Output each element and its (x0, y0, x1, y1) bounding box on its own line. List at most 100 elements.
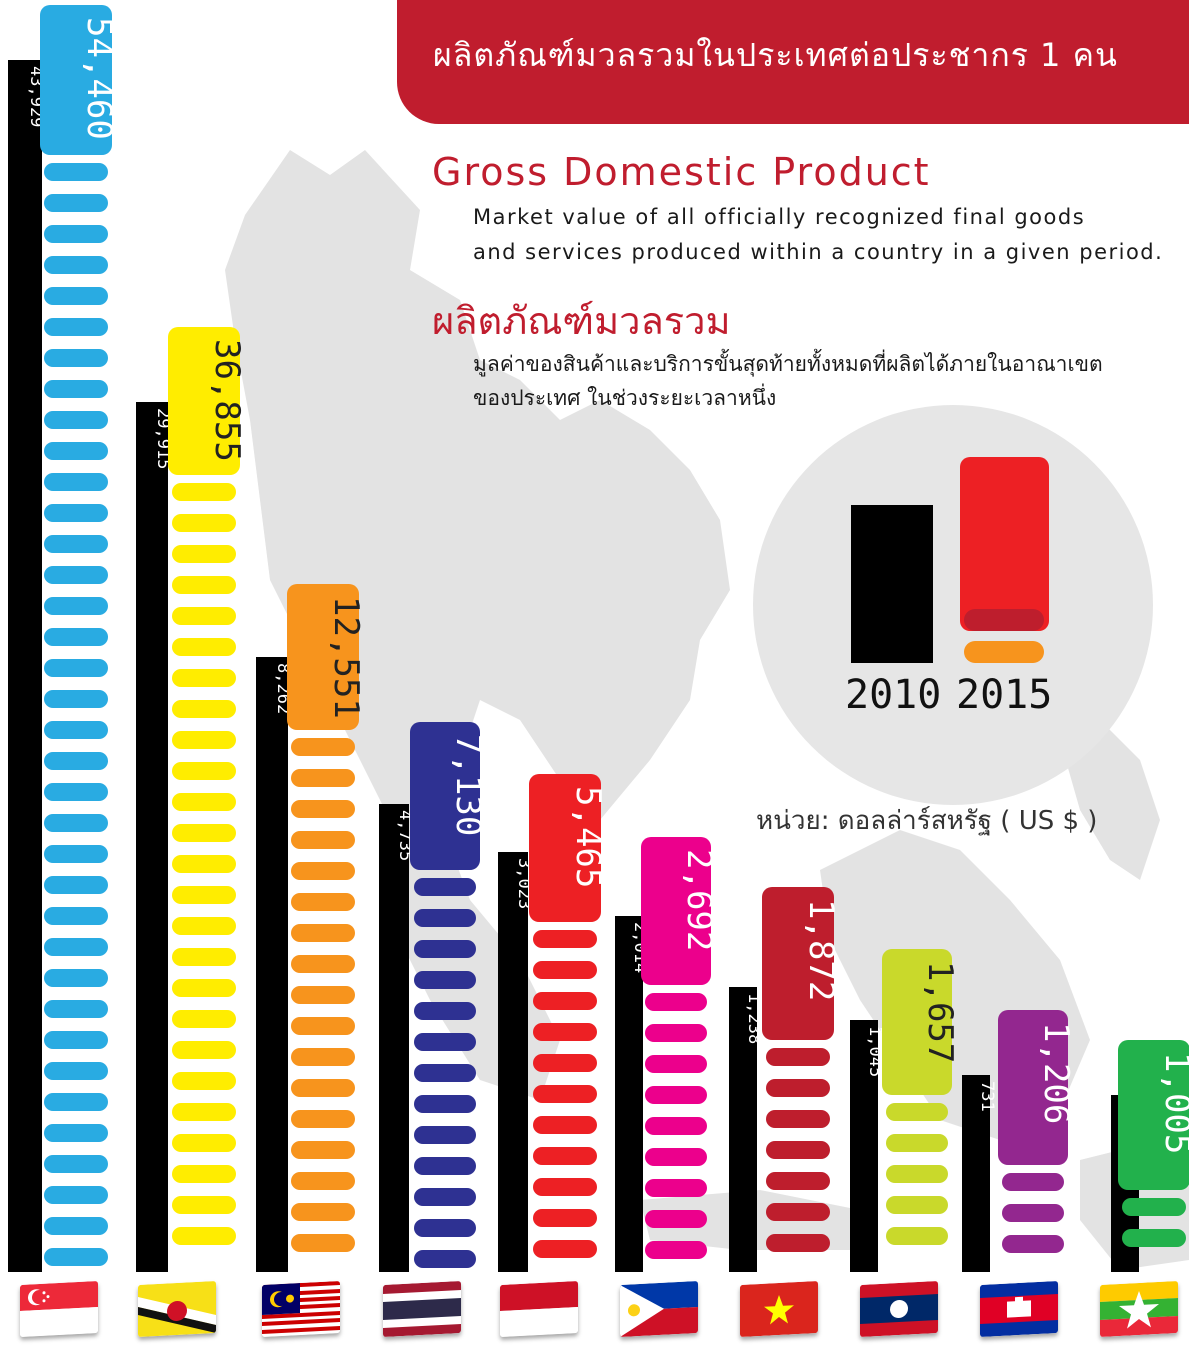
bar-2015-segment-philippines (645, 1241, 707, 1259)
bar-2015-segment-brunei (172, 545, 236, 563)
bar-2015-segment-cambodia (1002, 1173, 1064, 1191)
bar-2015-segment-singapore (44, 1124, 108, 1142)
bar-2015-segment-singapore (44, 783, 108, 801)
bar-2015-segment-singapore (44, 907, 108, 925)
bar-2015-segment-laos (886, 1103, 948, 1121)
bar-2015-segment-brunei (172, 483, 236, 501)
bar-2015-segment-brunei (172, 855, 236, 873)
bar-2010-thailand (379, 804, 409, 1272)
bar-2015-segment-singapore (44, 473, 108, 491)
bar-2015-segment-singapore (44, 1000, 108, 1018)
gdp-description-en-line1: Market value of all officially recognize… (473, 205, 1086, 229)
bar-2015-cap-vietnam (762, 887, 834, 1040)
bar-2015-segment-indonesia (533, 1209, 597, 1227)
bar-2015-segment-indonesia (533, 961, 597, 979)
myanmar-flag (1100, 1280, 1178, 1338)
bar-2015-segment-thailand (414, 1157, 476, 1175)
bar-2015-segment-vietnam (766, 1110, 830, 1128)
bar-2015-segment-singapore (44, 318, 108, 336)
label-2010-vietnam: 1,238 (744, 993, 764, 1044)
bar-2015-segment-indonesia (533, 992, 597, 1010)
bar-2015-segment-malaysia (291, 1203, 355, 1221)
thailand-flag (383, 1280, 461, 1338)
label-2010-laos: 1,045 (865, 1026, 885, 1077)
label-2015-cambodia: 1,206 (1036, 1022, 1076, 1124)
bar-2015-segment-singapore (44, 566, 108, 584)
label-2015-malaysia: 12,551 (326, 596, 366, 719)
bar-2015-segment-laos (886, 1227, 948, 1245)
bar-2015-segment-indonesia (533, 1240, 597, 1258)
philippines-flag (620, 1280, 698, 1338)
bar-2015-segment-vietnam (766, 1172, 830, 1190)
bar-2015-segment-brunei (172, 700, 236, 718)
bar-2015-segment-indonesia (533, 1116, 597, 1134)
bar-2015-segment-laos (886, 1196, 948, 1214)
malaysia-flag (262, 1280, 340, 1338)
bar-2015-segment-singapore (44, 225, 108, 243)
bar-2015-segment-philippines (645, 1117, 707, 1135)
gdp-description-en-line2: and services produced within a country i… (473, 240, 1164, 264)
unit-note: หน่วย: ดอลล่าร์สหรัฐ ( US $ ) (756, 806, 1098, 836)
bar-2015-segment-singapore (44, 814, 108, 832)
bar-2015-segment-singapore (44, 845, 108, 863)
bar-2015-segment-singapore (44, 1155, 108, 1173)
gdp-description-th-line1: มูลค่าของสินค้าและบริการขั้นสุดท้ายทั้งห… (473, 352, 1103, 376)
bar-2015-segment-singapore (44, 1093, 108, 1111)
singapore-flag (20, 1280, 98, 1338)
bar-2015-segment-indonesia (533, 930, 597, 948)
legend (753, 405, 1153, 805)
bar-2015-segment-singapore (44, 690, 108, 708)
bar-2015-segment-brunei (172, 1227, 236, 1245)
bar-2015-segment-singapore (44, 349, 108, 367)
bar-2015-segment-brunei (172, 1103, 236, 1121)
legend-swatches (851, 457, 1049, 663)
page-title: ผลิตภัณฑ์มวลรวมในประเทศต่อประชากร 1 คน (433, 36, 1118, 74)
label-2010-cambodia: 731 (977, 1081, 997, 1112)
bar-2015-segment-malaysia (291, 738, 355, 756)
bar-2015-segment-singapore (44, 163, 108, 181)
bar-2010-brunei (136, 402, 168, 1272)
bar-2015-segment-thailand (414, 1219, 476, 1237)
bar-2015-segment-singapore (44, 876, 108, 894)
bar-2015-segment-malaysia (291, 924, 355, 942)
bar-2015-segment-thailand (414, 940, 476, 958)
bar-2015-segment-brunei (172, 1134, 236, 1152)
bar-2015-segment-brunei (172, 576, 236, 594)
bar-2015-segment-singapore (44, 442, 108, 460)
bar-2015-segment-myanmar (1122, 1198, 1186, 1216)
bar-2010-philippines (615, 916, 643, 1272)
bar-2015-segment-thailand (414, 971, 476, 989)
label-2015-myanmar: 1,005 (1157, 1052, 1189, 1154)
label-2015-brunei: 36,855 (207, 339, 247, 462)
bar-2015-segment-philippines (645, 1055, 707, 1073)
vietnam-flag (740, 1280, 818, 1338)
bar-2015-segment-malaysia (291, 893, 355, 911)
bar-2015-segment-singapore (44, 721, 108, 739)
bar-2015-segment-malaysia (291, 1048, 355, 1066)
bar-2015-cap-philippines (641, 837, 711, 985)
bar-2015-segment-malaysia (291, 800, 355, 818)
label-2015-singapore: 54,460 (79, 17, 119, 140)
bar-2015-segment-singapore (44, 380, 108, 398)
bar-2015-segment-brunei (172, 979, 236, 997)
bar-2015-segment-brunei (172, 731, 236, 749)
bar-2015-segment-philippines (645, 993, 707, 1011)
bar-2015-segment-brunei (172, 762, 236, 780)
bar-2015-segment-thailand (414, 1126, 476, 1144)
bar-2015-cap-indonesia (529, 774, 601, 922)
bar-2015-segment-philippines (645, 1024, 707, 1042)
legend-swatch-2015-segment (964, 609, 1044, 631)
bar-2015-segment-singapore (44, 287, 108, 305)
bar-2015-segment-singapore (44, 659, 108, 677)
label-2015-vietnam: 1,872 (801, 899, 841, 1001)
bar-2015-segment-indonesia (533, 1178, 597, 1196)
bar-2015-segment-singapore (44, 1217, 108, 1235)
bar-2015-segment-indonesia (533, 1085, 597, 1103)
bar-2015-segment-brunei (172, 793, 236, 811)
bar-2010-cambodia (962, 1075, 990, 1272)
label-2015-philippines: 2,692 (679, 849, 719, 951)
bar-2015-cap-brunei (168, 327, 240, 475)
bar-2015-segment-singapore (44, 1186, 108, 1204)
bar-2015-segment-malaysia (291, 1172, 355, 1190)
